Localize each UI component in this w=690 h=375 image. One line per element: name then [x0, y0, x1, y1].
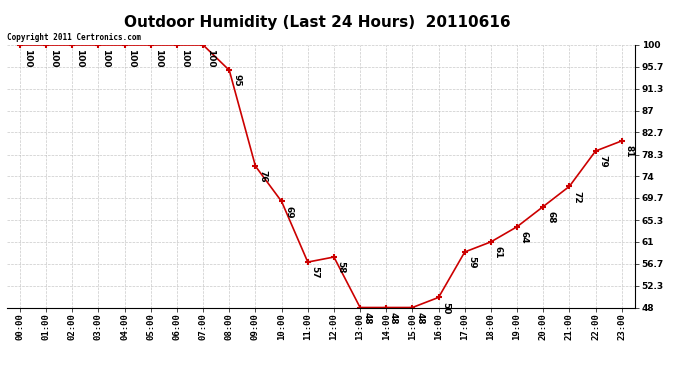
- Text: 100: 100: [179, 49, 189, 68]
- Text: 58: 58: [337, 261, 346, 274]
- Text: 95: 95: [232, 74, 241, 87]
- Text: 79: 79: [598, 155, 607, 168]
- Text: 48: 48: [389, 312, 398, 324]
- Text: 64: 64: [520, 231, 529, 243]
- Text: 100: 100: [101, 49, 110, 68]
- Text: 100: 100: [154, 49, 163, 68]
- Text: 81: 81: [624, 145, 633, 158]
- Text: 57: 57: [310, 266, 319, 279]
- Text: 50: 50: [442, 302, 451, 314]
- Text: 100: 100: [206, 49, 215, 68]
- Text: 68: 68: [546, 211, 555, 223]
- Text: Copyright 2011 Certronics.com: Copyright 2011 Certronics.com: [7, 33, 141, 42]
- Text: 76: 76: [258, 170, 267, 183]
- Text: Outdoor Humidity (Last 24 Hours)  20110616: Outdoor Humidity (Last 24 Hours) 2011061…: [124, 15, 511, 30]
- Text: 69: 69: [284, 206, 293, 218]
- Text: 48: 48: [415, 312, 424, 324]
- Text: 100: 100: [75, 49, 84, 68]
- Text: 48: 48: [363, 312, 372, 324]
- Text: 59: 59: [468, 256, 477, 269]
- Text: 100: 100: [49, 49, 58, 68]
- Text: 72: 72: [572, 190, 581, 203]
- Text: 100: 100: [128, 49, 137, 68]
- Text: 61: 61: [493, 246, 503, 258]
- Text: 100: 100: [23, 49, 32, 68]
